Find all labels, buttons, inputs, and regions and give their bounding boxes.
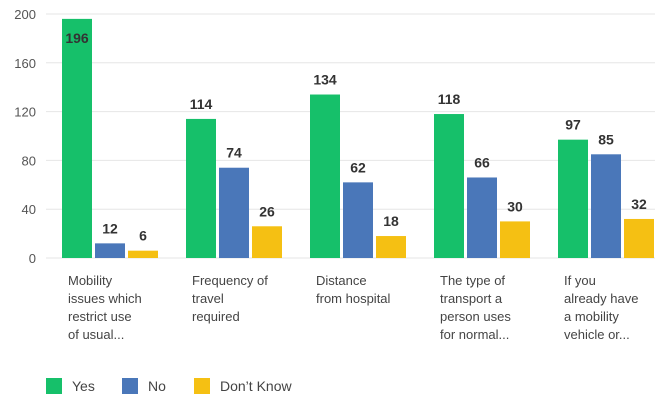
- bars: [62, 18, 654, 259]
- legend-swatch: [122, 378, 138, 394]
- y-tick-label: 80: [22, 153, 36, 168]
- y-axis-ticks: 0 40 80 120 160 200: [14, 7, 36, 266]
- x-tick-label: The type of transport a person uses for nor…: [440, 273, 511, 342]
- bar: [624, 218, 654, 258]
- bar: [310, 94, 340, 259]
- legend: Yes No Don’t Know: [46, 378, 292, 394]
- data-label: 134: [313, 72, 337, 88]
- bar: [219, 167, 249, 258]
- data-label: 32: [631, 196, 647, 212]
- bar: [252, 226, 282, 258]
- x-tick-label: If you already have a mobility vehicle or..…: [564, 273, 638, 342]
- bar: [186, 118, 216, 258]
- value-labels: 196 12 6 114 74 26 134 62 18 118 66 30 97 85 32: [65, 30, 647, 244]
- legend-swatch: [46, 378, 62, 394]
- data-label: 6: [139, 228, 147, 244]
- bar: [500, 221, 530, 258]
- data-label: 30: [507, 198, 523, 214]
- bar: [376, 236, 406, 258]
- y-tick-label: 200: [14, 7, 36, 22]
- data-label: 85: [598, 131, 614, 147]
- data-label: 114: [190, 96, 213, 112]
- bar: [434, 114, 464, 258]
- data-label: 62: [350, 159, 366, 175]
- bar: [128, 250, 158, 258]
- x-tick-label: Distance from hospital: [316, 273, 391, 306]
- data-label: 118: [438, 91, 461, 107]
- legend-label: Don’t Know: [220, 378, 292, 394]
- data-label: 74: [226, 145, 242, 161]
- bar: [558, 139, 588, 258]
- bar: [343, 182, 373, 258]
- legend-swatch: [194, 378, 210, 394]
- bar: [591, 154, 621, 258]
- data-label: 196: [65, 30, 89, 46]
- y-tick-label: 0: [29, 251, 36, 266]
- data-label: 18: [383, 213, 399, 229]
- y-tick-label: 120: [14, 105, 36, 120]
- y-tick-label: 160: [14, 56, 36, 71]
- bar: [95, 243, 125, 258]
- x-axis-categories: Mobility issues which restrict use of usual…: [68, 273, 638, 342]
- legend-label: Yes: [72, 378, 95, 394]
- y-tick-label: 40: [22, 202, 36, 217]
- legend-label: No: [148, 378, 166, 394]
- gridlines: [46, 13, 655, 259]
- data-label: 26: [259, 203, 275, 219]
- data-label: 66: [474, 154, 490, 170]
- data-label: 97: [565, 117, 581, 133]
- x-tick-label: Frequency of travel required: [192, 273, 268, 324]
- bar: [62, 18, 92, 258]
- data-label: 12: [102, 220, 118, 236]
- x-tick-label: Mobility issues which restrict use of usual…: [68, 273, 142, 342]
- bar: [467, 177, 497, 258]
